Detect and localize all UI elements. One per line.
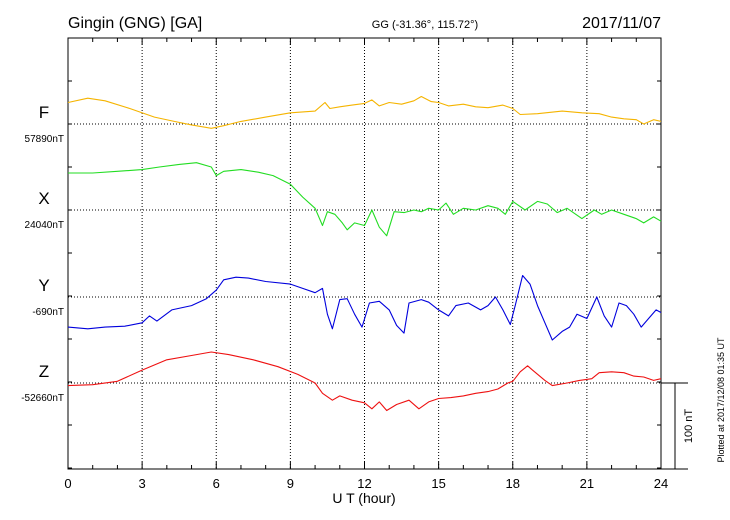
trace-z [67,351,662,412]
scale-bar: 100 nT [661,382,695,470]
scale-bar-label: 100 nT [683,409,695,444]
x-tick-labels: 0 3 6 9 12 15 18 21 24 [64,476,668,491]
series-baseline-f: 57890nT [25,134,64,145]
data-traces [67,95,662,412]
grid-lines [68,38,661,469]
axis-ticks [67,37,662,469]
x-tick-label: 6 [213,476,220,491]
series-name-x: X [38,189,49,208]
series-name-f: F [39,103,49,122]
plotted-note: Plotted at 2017/12/08 01:35 UT [716,337,726,463]
x-tick-label: 0 [64,476,71,491]
chart-title: Gingin (GNG) [GA] [68,15,202,32]
trace-y [67,274,662,341]
series-baseline-y: -690nT [32,307,64,318]
series-name-z: Z [39,362,49,381]
x-tick-label: 15 [431,476,445,491]
x-tick-label: 9 [287,476,294,491]
series-baseline-z: -52660nT [21,393,64,404]
trace-f [67,95,662,129]
series-name-y: Y [38,276,49,295]
series-labels: F 57890nT X 24040nT Y -690nT Z -52660nT [21,103,64,404]
trace-x [68,162,662,237]
chart-date: 2017/11/07 [582,15,661,32]
x-tick-label: 21 [580,476,594,491]
x-tick-label: 12 [357,476,371,491]
x-tick-label: 24 [654,476,668,491]
x-tick-label: 3 [139,476,146,491]
station-coords: GG (-31.36°, 115.72°) [372,19,478,31]
x-axis-label: U T (hour) [332,490,395,506]
x-tick-label: 18 [506,476,520,491]
series-baseline-x: 24040nT [25,220,64,231]
